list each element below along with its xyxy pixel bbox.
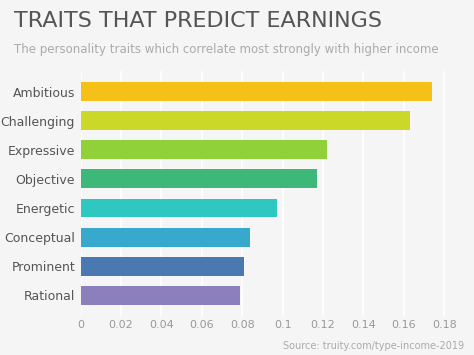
Bar bbox=[81, 111, 410, 130]
Bar bbox=[81, 198, 277, 218]
Bar bbox=[81, 257, 244, 276]
Bar bbox=[81, 169, 317, 189]
Text: TRAITS THAT PREDICT EARNINGS: TRAITS THAT PREDICT EARNINGS bbox=[14, 11, 382, 31]
Bar bbox=[81, 228, 250, 247]
Bar bbox=[81, 286, 240, 305]
Bar bbox=[81, 140, 327, 159]
Bar bbox=[81, 82, 432, 101]
Text: The personality traits which correlate most strongly with higher income: The personality traits which correlate m… bbox=[14, 43, 439, 56]
Text: Source: truity.com/type-income-2019: Source: truity.com/type-income-2019 bbox=[283, 342, 465, 351]
